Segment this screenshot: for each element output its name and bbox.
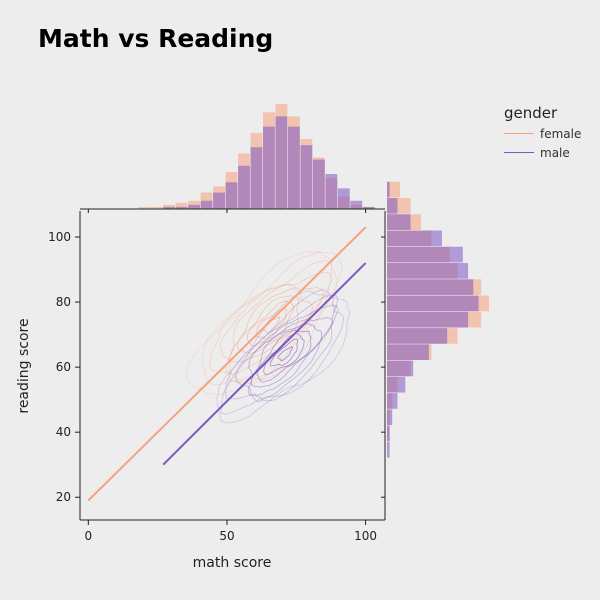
y-tick-label: 80	[56, 295, 71, 309]
kde-contour-male	[277, 346, 293, 362]
math-hist-bar-male	[213, 192, 225, 209]
reading-hist-bar-male	[387, 246, 463, 263]
kde-contour-male	[220, 288, 344, 415]
reading-hist-bar-male	[387, 328, 448, 344]
reading-hist-bar-female	[387, 181, 401, 198]
legend-label-male: male	[540, 145, 570, 160]
y-tick-label: 40	[56, 425, 71, 439]
math-hist-bar-male	[175, 206, 188, 209]
reading-hist-bar-male	[387, 425, 390, 442]
axes-layer: 0 50 100 20 40 60 80 100	[48, 208, 386, 543]
y-tick-label: 100	[48, 230, 71, 244]
y-tick-label: 20	[56, 490, 71, 504]
legend-swatch-male	[504, 152, 534, 153]
x-tick-label: 100	[354, 529, 377, 543]
kde-contour-male	[250, 323, 323, 388]
math-hist-bar-male	[350, 200, 363, 209]
math-hist-bar-male	[200, 200, 213, 209]
kde-contour-male	[225, 294, 339, 402]
reading-hist-bar-male	[387, 441, 390, 458]
reading-hist-bar-male	[387, 344, 429, 361]
regression-lines-layer	[87, 226, 367, 502]
regression-line-male	[162, 262, 367, 466]
reading-score-histogram	[387, 181, 489, 458]
kde-contour-female	[255, 308, 287, 340]
reading-hist-bar-male	[387, 311, 469, 328]
reading-hist-bar-male	[387, 230, 442, 247]
kde-contour-female	[236, 295, 300, 354]
kde-contour-male	[256, 329, 312, 383]
math-hist-bar-male	[325, 174, 338, 209]
math-hist-bar-male	[238, 165, 250, 209]
legend-title: gender	[504, 104, 558, 122]
math-hist-bar-female	[138, 206, 151, 209]
math-hist-bar-male	[300, 145, 313, 209]
kde-contour-male	[269, 338, 299, 367]
kde-contour-male	[235, 304, 339, 403]
kde-contour-female	[225, 283, 324, 375]
kde-contour-female	[186, 251, 344, 396]
reading-hist-bar-male	[387, 197, 398, 214]
math-hist-bar-male	[312, 159, 325, 209]
reading-hist-bar-male	[387, 360, 414, 377]
math-hist-bar-male	[188, 204, 201, 209]
legend-item-male[interactable]: male	[504, 143, 581, 162]
math-hist-bar-male	[225, 182, 238, 209]
reading-hist-bar-male	[387, 263, 469, 279]
reading-hist-bar-male	[387, 295, 479, 312]
math-hist-bar-male	[263, 126, 275, 209]
x-axis-label: math score	[192, 555, 272, 571]
math-score-histogram	[138, 104, 375, 209]
reading-hist-bar-male	[387, 393, 398, 409]
reading-hist-bar-male	[387, 376, 406, 393]
math-hist-bar-male	[337, 188, 350, 209]
legend-label-female: female	[540, 126, 582, 141]
math-hist-bar-male	[163, 206, 176, 209]
kde-contour-female	[246, 300, 295, 346]
math-hist-bar-male	[250, 147, 263, 209]
kde-contour-male	[247, 317, 334, 396]
reading-hist-bar-male	[387, 409, 393, 426]
math-hist-bar-male	[287, 126, 300, 209]
math-hist-bar-female	[175, 202, 188, 209]
kde-contour-male	[263, 332, 305, 376]
math-hist-bar-male	[275, 116, 288, 209]
reading-hist-bar-male	[387, 214, 411, 230]
math-hist-bar-male	[362, 206, 375, 209]
y-axis-label: reading score	[16, 318, 32, 414]
legend-item-female[interactable]: female	[504, 124, 581, 143]
kde-contour-male	[216, 290, 351, 424]
y-tick-label: 60	[56, 360, 71, 374]
legend: gender female male	[504, 104, 581, 162]
x-tick-label: 0	[84, 529, 92, 543]
kde-contours-layer	[186, 250, 351, 424]
legend-swatch-female	[504, 133, 534, 134]
x-tick-label: 50	[219, 529, 234, 543]
reading-hist-bar-male	[387, 279, 474, 295]
chart-title: Math vs Reading	[38, 24, 274, 53]
regression-line-female	[87, 226, 367, 502]
math-hist-bar-female	[150, 206, 163, 209]
kde-contour-female	[201, 250, 339, 386]
reading-hist-bar-male	[387, 181, 390, 198]
